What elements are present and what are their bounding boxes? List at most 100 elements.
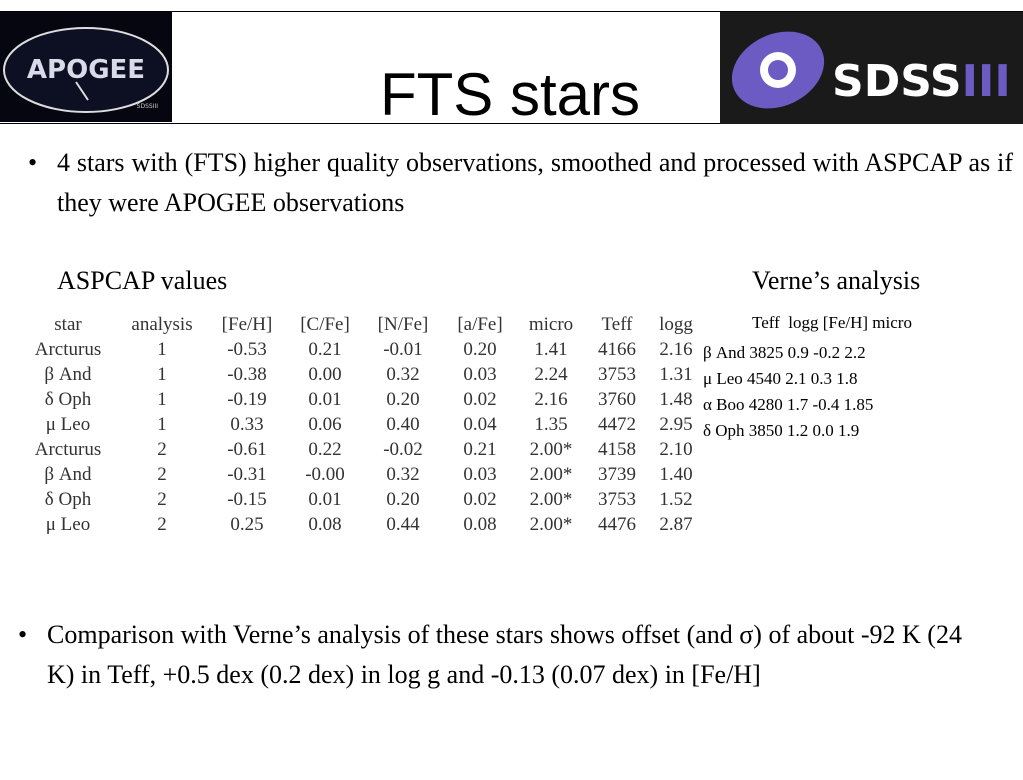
table-cell: 2.16 (534, 388, 568, 410)
column-header: star (54, 313, 82, 335)
table-cell: 0.22 (308, 438, 342, 460)
table-cell: 0.08 (463, 513, 497, 535)
table-row: β And 1 -0.38 0.00 0.32 0.03 2.24 3753 1.31 (20, 362, 702, 387)
table-cell: 0.08 (308, 513, 342, 535)
table-cell: μ Leo (45, 513, 91, 535)
verne-line: β And 3825 0.9 -0.2 2.2 (703, 343, 866, 362)
slide-title: FTS stars (379, 61, 640, 128)
table-cell: 4476 (598, 513, 636, 535)
table-cell: 1 (157, 363, 167, 385)
table-cell: -0.61 (227, 438, 267, 460)
table-cell: 0.00 (308, 363, 342, 385)
table-cell: 3753 (598, 488, 636, 510)
table-cell: -0.15 (227, 488, 267, 510)
verne-lines: β And 3825 0.9 -0.2 2.2 μ Leo 4540 2.1 0.… (703, 340, 873, 444)
table-cell: 0.01 (308, 488, 342, 510)
bullet-text: Comparison with Verne’s analysis of thes… (47, 620, 962, 689)
table-cell: 0.02 (463, 488, 497, 510)
table-cell: -0.02 (383, 438, 423, 460)
table-row: Arcturus 1 -0.53 0.21 -0.01 0.20 1.41 4166 2.16 (20, 337, 702, 362)
table-cell: -0.38 (227, 363, 267, 385)
bullet-dot: • (28, 148, 38, 177)
table-cell: 0.21 (463, 438, 497, 460)
table-cell: 1 (157, 338, 167, 360)
table-cell: 0.20 (386, 388, 420, 410)
table-cell: β And (44, 463, 92, 485)
table-cell: 4472 (598, 413, 636, 435)
table-cell: δ Oph (44, 388, 92, 410)
column-header: [N/Fe] (377, 313, 429, 335)
table-cell: 1.40 (659, 463, 693, 485)
column-header: Teff (601, 313, 633, 335)
apogee-logo: APOGEE SDSSIII (0, 12, 172, 122)
table-cell: 0.32 (386, 463, 420, 485)
table-cell: Arcturus (34, 338, 102, 360)
table-cell: δ Oph (44, 488, 92, 510)
table-cell: 0.06 (308, 413, 342, 435)
apogee-logo-small: SDSSIII (137, 103, 159, 110)
table-cell: 1.52 (659, 488, 693, 510)
table-cell: 2 (157, 513, 167, 535)
table-cell: 2.00* (529, 488, 573, 510)
top-rule (0, 11, 1023, 12)
table-header-row: star analysis [Fe/H] [C/Fe] [N/Fe] [a/Fe] micr… (20, 312, 702, 337)
table-cell: -0.53 (227, 338, 267, 360)
table-cell: -0.01 (383, 338, 423, 360)
table-cell: 1.31 (659, 363, 693, 385)
sdss-text: SDSS (832, 56, 962, 107)
table-cell: 0.02 (463, 388, 497, 410)
table-cell: 0.25 (230, 513, 264, 535)
column-header: [C/Fe] (300, 313, 350, 335)
sdss-suffix: III (962, 56, 1011, 107)
table-cell: -0.19 (227, 388, 267, 410)
table-cell: 0.33 (230, 413, 264, 435)
table-cell: β And (44, 363, 92, 385)
column-header: analysis (131, 313, 193, 335)
table-cell: 4158 (598, 438, 636, 460)
table-cell: 2 (157, 463, 167, 485)
table-row: μ Leo 1 0.33 0.06 0.40 0.04 1.35 4472 2.95 (20, 412, 702, 437)
table-row: β And 2 -0.31 -0.00 0.32 0.03 2.00* 3739 1.40 (20, 462, 702, 487)
sdss-logo-text: SDSSIII (832, 56, 1011, 107)
table-cell: 3753 (598, 363, 636, 385)
table-cell: 2.00* (529, 463, 573, 485)
table-cell: 1.48 (659, 388, 693, 410)
table-cell: 0.03 (463, 463, 497, 485)
sdss-logo-art: SDSSIII (731, 31, 1011, 109)
verne-line: μ Leo 4540 2.1 0.3 1.8 (703, 369, 858, 388)
column-header: micro (528, 313, 574, 335)
column-header: logg (659, 313, 693, 335)
apogee-logo-art: APOGEE SDSSIII (3, 27, 169, 113)
table-cell: 0.44 (386, 513, 420, 535)
table-cell: 2.10 (659, 438, 693, 460)
column-header: [Fe/H] (221, 313, 273, 335)
aspcap-table: star analysis [Fe/H] [C/Fe] [N/Fe] [a/Fe] micr… (20, 312, 702, 537)
aspcap-heading: ASPCAP values (57, 266, 228, 295)
bullet-dot: • (18, 620, 28, 649)
table-cell: 1.41 (534, 338, 568, 360)
table-cell: 0.20 (463, 338, 497, 360)
table-cell: 0.03 (463, 363, 497, 385)
bullet-text: 4 stars with (FTS) higher quality observ… (57, 148, 1013, 217)
table-cell: 2.16 (659, 338, 693, 360)
sdss-logo: SDSSIII (720, 12, 1023, 124)
table-cell: 1 (157, 413, 167, 435)
table-cell: 4166 (598, 338, 636, 360)
table-row: δ Oph 2 -0.15 0.01 0.20 0.02 2.00* 3753 1.52 (20, 487, 702, 512)
table-cell: 0.01 (308, 388, 342, 410)
table-cell: 0.21 (308, 338, 342, 360)
table-cell: 2.24 (534, 363, 568, 385)
table-cell: 2.00* (529, 513, 573, 535)
verne-line: δ Oph 3850 1.2 0.0 1.9 (703, 421, 860, 440)
apogee-logo-text: APOGEE (27, 55, 145, 85)
table-cell: 2 (157, 438, 167, 460)
table-cell: 2.87 (659, 513, 693, 535)
table-cell: 2.95 (659, 413, 693, 435)
table-cell: 0.20 (386, 488, 420, 510)
table-cell: 3760 (598, 388, 636, 410)
table-cell: μ Leo (45, 413, 91, 435)
verne-heading: Verne’s analysis (752, 266, 921, 295)
table-cell: 0.04 (463, 413, 497, 435)
table-cell: 3739 (598, 463, 636, 485)
